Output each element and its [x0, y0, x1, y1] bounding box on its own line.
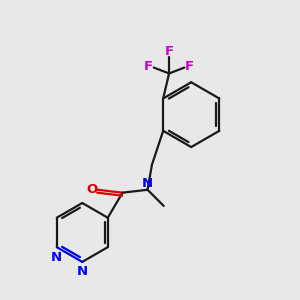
Text: F: F [144, 60, 153, 73]
Text: F: F [164, 45, 174, 58]
Text: N: N [51, 251, 62, 264]
Text: O: O [86, 183, 98, 196]
Text: N: N [142, 177, 153, 190]
Text: N: N [77, 266, 88, 278]
Text: F: F [185, 60, 194, 73]
